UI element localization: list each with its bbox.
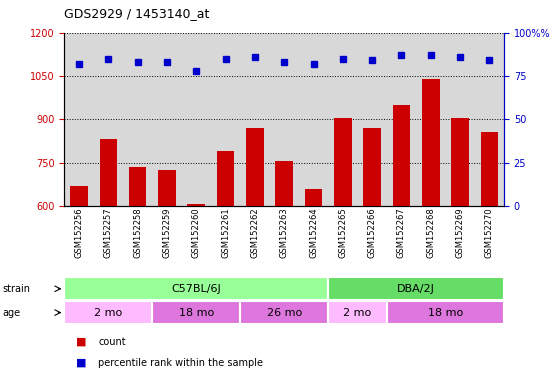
- Bar: [70, 185, 88, 379]
- Bar: [393, 105, 410, 379]
- Text: 2 mo: 2 mo: [343, 308, 372, 318]
- Bar: [217, 151, 235, 379]
- Bar: [129, 167, 147, 379]
- Text: age: age: [3, 308, 21, 318]
- Bar: [334, 118, 352, 379]
- Text: percentile rank within the sample: percentile rank within the sample: [98, 358, 263, 368]
- Text: C57BL/6J: C57BL/6J: [171, 284, 221, 294]
- Bar: [328, 277, 504, 300]
- Bar: [64, 277, 328, 300]
- Text: ■: ■: [76, 358, 86, 368]
- Text: 2 mo: 2 mo: [94, 308, 123, 318]
- Bar: [158, 170, 176, 379]
- Text: 18 mo: 18 mo: [428, 308, 463, 318]
- Bar: [363, 128, 381, 379]
- Bar: [328, 301, 387, 324]
- Bar: [305, 189, 323, 379]
- Bar: [387, 301, 504, 324]
- Bar: [64, 301, 152, 324]
- Bar: [422, 79, 440, 379]
- Text: ■: ■: [76, 337, 86, 347]
- Text: GDS2929 / 1453140_at: GDS2929 / 1453140_at: [64, 7, 210, 20]
- Bar: [188, 204, 205, 379]
- Text: 26 mo: 26 mo: [267, 308, 302, 318]
- Text: 18 mo: 18 mo: [179, 308, 214, 318]
- Bar: [152, 301, 240, 324]
- Bar: [100, 139, 117, 379]
- Text: strain: strain: [3, 284, 31, 294]
- Bar: [276, 161, 293, 379]
- Bar: [480, 132, 498, 379]
- Text: DBA/2J: DBA/2J: [397, 284, 435, 294]
- Text: count: count: [98, 337, 125, 347]
- Bar: [451, 118, 469, 379]
- Bar: [246, 128, 264, 379]
- Bar: [240, 301, 328, 324]
